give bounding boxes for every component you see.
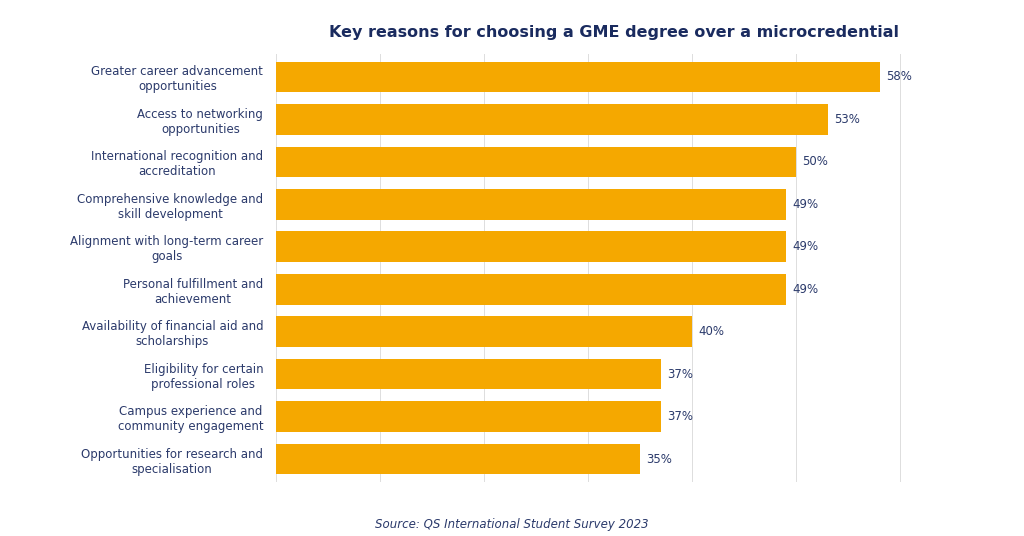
- Bar: [276, 316, 692, 347]
- Bar: [276, 359, 662, 390]
- Bar: [276, 274, 786, 304]
- Text: 50%: 50%: [803, 155, 828, 168]
- Text: 49%: 49%: [793, 240, 818, 254]
- Bar: [276, 401, 662, 432]
- Text: 40%: 40%: [698, 325, 725, 338]
- Text: 37%: 37%: [668, 368, 693, 381]
- Text: 49%: 49%: [793, 198, 818, 211]
- Bar: [276, 104, 827, 135]
- Title: Key reasons for choosing a GME degree over a microcredential: Key reasons for choosing a GME degree ov…: [330, 25, 899, 40]
- Bar: [276, 62, 880, 92]
- Text: 58%: 58%: [886, 70, 911, 84]
- Text: 35%: 35%: [646, 452, 673, 466]
- Bar: [276, 444, 640, 474]
- Bar: [276, 189, 786, 220]
- Text: Source: QS International Student Survey 2023: Source: QS International Student Survey …: [375, 518, 649, 531]
- Text: 49%: 49%: [793, 282, 818, 296]
- Bar: [276, 232, 786, 262]
- Text: 37%: 37%: [668, 410, 693, 423]
- Text: 53%: 53%: [834, 113, 860, 126]
- Bar: [276, 146, 797, 177]
